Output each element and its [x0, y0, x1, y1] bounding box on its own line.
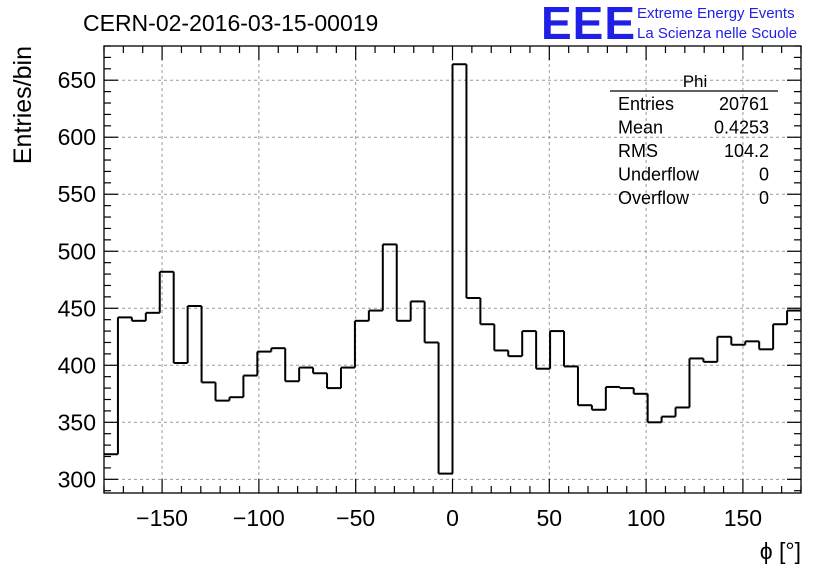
run-title: CERN-02-2016-03-15-00019: [83, 10, 379, 36]
x-tick-label: 150: [724, 505, 762, 531]
x-tick-label: 100: [627, 505, 665, 531]
x-tick-label: 50: [537, 505, 563, 531]
y-axis-label: Entries/bin: [9, 46, 37, 164]
x-tick-label: −100: [233, 505, 285, 531]
stats-value: 104.2: [724, 141, 769, 161]
x-tick-label: 0: [446, 505, 459, 531]
eee-logo: EEE: [541, 0, 637, 49]
y-tick-label: 500: [58, 238, 96, 264]
stats-label: Overflow: [618, 188, 690, 208]
histogram-bins: [104, 63, 801, 475]
y-tick-label: 350: [58, 409, 96, 435]
stats-label: RMS: [618, 141, 658, 161]
stats-value: 20761: [719, 94, 769, 114]
stats-value: 0.4253: [714, 118, 769, 138]
y-tick-label: 300: [58, 466, 96, 492]
stats-label: Entries: [618, 94, 674, 114]
stats-value: 0: [759, 165, 769, 185]
y-tick-label: 400: [58, 352, 96, 378]
tick-labels: −150 −100 −50 0 50 100 150 300 350 400 450 500 550 60…: [58, 67, 762, 531]
x-tick-label: −50: [336, 505, 375, 531]
stats-value: 0: [759, 188, 769, 208]
stats-label: Mean: [618, 118, 663, 138]
x-tick-label: −150: [136, 505, 188, 531]
y-tick-label: 600: [58, 124, 96, 150]
stats-label: Underflow: [618, 165, 700, 185]
logo-subtitle-line2: La Scienza nelle Scuole: [637, 25, 798, 42]
stats-title: Phi: [683, 72, 708, 91]
axis-ticks: [103, 45, 802, 493]
y-tick-label: 550: [58, 181, 96, 207]
stats-box: Phi Entries 20761 Mean 0.4253 RMS 104.2 Underf…: [610, 72, 778, 208]
logo-subtitle-line1: Extreme Energy Events: [637, 5, 795, 22]
y-tick-label: 450: [58, 295, 96, 321]
y-tick-label: 650: [58, 67, 96, 93]
x-axis-label: ϕ [°]: [760, 538, 801, 564]
